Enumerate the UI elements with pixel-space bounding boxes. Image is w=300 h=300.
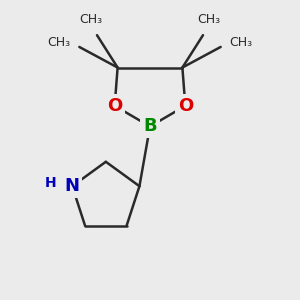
Text: H: H [44, 176, 56, 190]
Text: B: B [143, 117, 157, 135]
Text: O: O [107, 97, 122, 115]
Text: CH₃: CH₃ [230, 36, 253, 49]
Text: CH₃: CH₃ [197, 13, 220, 26]
Text: O: O [178, 97, 193, 115]
Text: N: N [65, 177, 80, 195]
Text: CH₃: CH₃ [47, 36, 70, 49]
Text: CH₃: CH₃ [80, 13, 103, 26]
